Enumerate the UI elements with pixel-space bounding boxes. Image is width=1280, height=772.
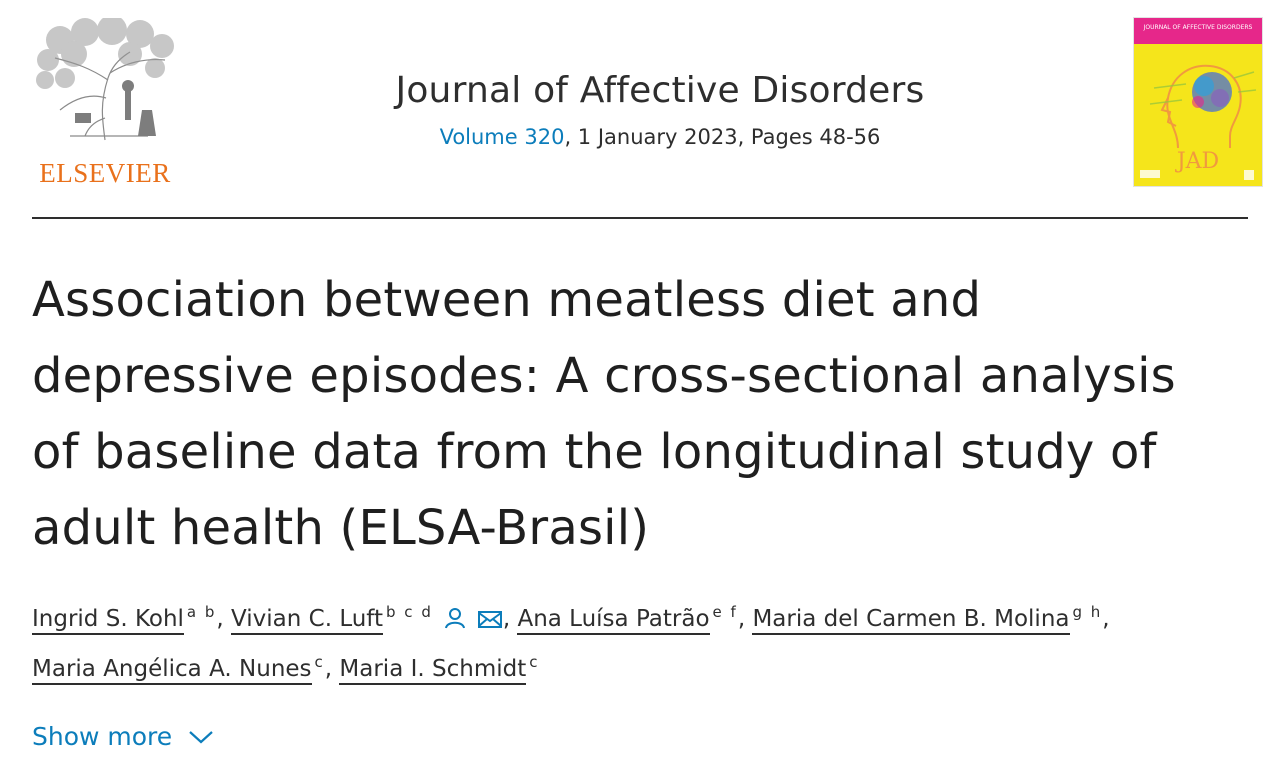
journal-info: Journal of Affective Disorders Volume 32… [330, 70, 990, 149]
article-title-line: adult health (ELSA-Brasil) [32, 500, 650, 556]
author-affiliations[interactable]: b c d [386, 603, 433, 622]
elsevier-tree-icon [36, 18, 174, 141]
head-profile-icon [1149, 64, 1257, 149]
author-link[interactable]: Maria del Carmen B. Molina [752, 606, 1070, 635]
cover-letters: JAD [1175, 149, 1219, 174]
author-link[interactable]: Vivian C. Luft [231, 606, 384, 635]
author-affiliations[interactable]: a b [186, 603, 217, 622]
article-title: Association between meatless diet and de… [32, 262, 1262, 566]
header-divider [32, 217, 1248, 219]
issue-details: , 1 January 2023, Pages 48-56 [564, 125, 881, 149]
author-link[interactable]: Ingrid S. Kohl [32, 606, 184, 635]
author-affiliations[interactable]: g h [1072, 603, 1103, 622]
article-title-line: depressive episodes: A cross-sectional a… [32, 348, 1176, 404]
author-link[interactable]: Ana Luísa Patrão [517, 606, 710, 635]
chevron-down-icon [188, 722, 214, 751]
author-link[interactable]: Maria Angélica A. Nunes [32, 656, 312, 685]
publisher-logo[interactable]: ELSEVIER [30, 18, 180, 188]
journal-cover[interactable]: JOURNAL OF AFFECTIVE DISORDERS JAD [1134, 18, 1262, 186]
show-more-label: Show more [32, 722, 173, 751]
author-affiliations[interactable]: c [529, 653, 540, 672]
journal-issue: Volume 320, 1 January 2023, Pages 48-56 [330, 125, 990, 149]
author-link[interactable]: Maria I. Schmidt [339, 656, 527, 685]
author-affiliations[interactable]: e f [712, 603, 738, 622]
cover-header-text: JOURNAL OF AFFECTIVE DISORDERS [1143, 24, 1253, 31]
author-list: Ingrid S. Kohl a b, Vivian C. Luft b c d, … [32, 596, 1262, 692]
publisher-name: ELSEVIER [39, 158, 171, 188]
journal-title-link[interactable]: Journal of Affective Disorders [395, 70, 925, 111]
show-more-button[interactable]: Show more [32, 722, 214, 751]
person-icon[interactable] [443, 600, 467, 646]
envelope-icon[interactable] [477, 600, 503, 646]
author-affiliations[interactable]: c [314, 653, 325, 672]
volume-link[interactable]: Volume 320 [439, 125, 565, 149]
article-title-line: Association between meatless diet and [32, 272, 982, 328]
article-title-line: of baseline data from the longitudinal s… [32, 424, 1157, 480]
